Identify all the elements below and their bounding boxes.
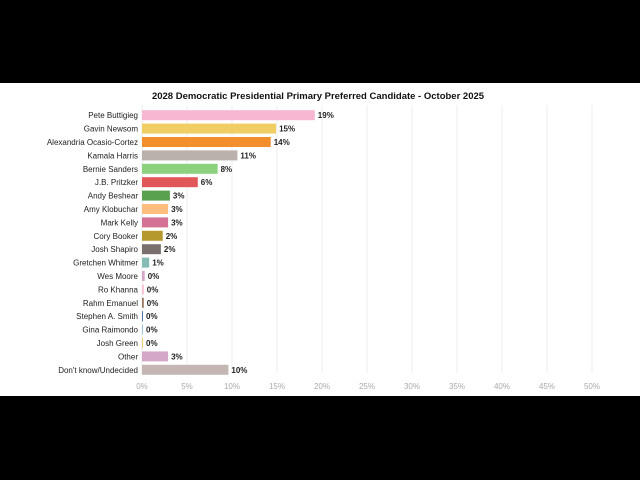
category-label: Rahm Emanuel <box>83 299 138 308</box>
bar <box>142 110 315 121</box>
category-label: Other <box>118 352 138 361</box>
bar <box>142 324 143 335</box>
category-label: Wes Moore <box>97 272 138 281</box>
category-label: Bernie Sanders <box>83 165 138 174</box>
bar <box>142 338 143 348</box>
bar-chart: 2028 Democratic Presidential Primary Pre… <box>47 91 600 391</box>
data-label: 0% <box>146 326 158 335</box>
x-tick-label: 30% <box>404 382 420 391</box>
category-label: Stephen A. Smith <box>76 312 138 321</box>
bar <box>142 137 271 147</box>
data-label: 8% <box>221 165 233 174</box>
x-tick-label: 50% <box>584 382 600 391</box>
value-labels: 19%15%14%11%8%6%3%3%3%2%2%1%0%0%0%0%0%0%… <box>146 111 334 375</box>
bar <box>142 230 163 241</box>
x-tick-label: 40% <box>494 382 510 391</box>
x-tick-label: 15% <box>269 382 285 391</box>
bar <box>142 204 169 214</box>
x-tick-label: 35% <box>449 382 465 391</box>
x-tick-label: 0% <box>136 382 148 391</box>
category-labels: Pete Buttigieg Gavin Newsom Alexandria Oca… <box>47 111 139 375</box>
data-label: 10% <box>231 366 247 375</box>
category-label: Pete Buttigieg <box>88 111 138 120</box>
data-label: 6% <box>201 178 213 187</box>
bar <box>142 271 145 281</box>
data-label: 2% <box>166 232 178 241</box>
category-label: Gavin Newsom <box>84 125 139 134</box>
category-label: Kamala Harris <box>87 151 138 160</box>
category-label: Mark Kelly <box>101 218 138 227</box>
category-label: Josh Green <box>97 339 138 348</box>
bar <box>142 177 198 188</box>
category-label: Josh Shapiro <box>91 245 138 254</box>
bar <box>142 190 170 201</box>
bar <box>142 163 218 174</box>
x-tick-label: 45% <box>539 382 555 391</box>
bar <box>142 311 143 322</box>
bar <box>142 244 161 255</box>
category-label: Gina Raimondo <box>82 326 138 335</box>
category-label: Alexandria Ocasio-Cortez <box>47 138 138 147</box>
data-label: 0% <box>146 339 158 348</box>
data-label: 15% <box>279 125 295 134</box>
data-label: 2% <box>164 245 176 254</box>
data-label: 0% <box>146 312 158 321</box>
category-label: Amy Klobuchar <box>84 205 139 214</box>
gridlines <box>141 105 593 373</box>
bar <box>142 257 150 268</box>
category-label: Ro Khanna <box>98 285 139 294</box>
data-label: 3% <box>173 192 185 201</box>
data-label: 3% <box>171 352 183 361</box>
x-tick-label: 20% <box>314 382 330 391</box>
x-tick-label: 5% <box>181 382 193 391</box>
category-label: J.B. Pritzker <box>95 178 138 187</box>
category-label: Gretchen Whitmer <box>73 259 138 268</box>
data-label: 3% <box>171 205 183 214</box>
bar <box>142 351 169 362</box>
bars <box>142 110 315 375</box>
chart-title: 2028 Democratic Presidential Primary Pre… <box>152 91 485 102</box>
data-label: 0% <box>147 285 159 294</box>
x-tick-label: 25% <box>359 382 375 391</box>
category-label: Don't know/Undecided <box>58 366 138 375</box>
data-label: 0% <box>148 272 160 281</box>
x-axis-ticks: 0% 5% 10% 15% 20% 25% 30% 35% 40% 45% 50% <box>136 382 600 391</box>
bar <box>142 123 277 134</box>
bar <box>142 150 238 161</box>
data-label: 1% <box>152 259 164 268</box>
data-label: 14% <box>274 138 290 147</box>
data-label: 11% <box>240 151 256 160</box>
data-label: 0% <box>147 299 159 308</box>
category-label: Cory Booker <box>94 232 139 241</box>
data-label: 3% <box>171 218 183 227</box>
chart-panel: 2028 Democratic Presidential Primary Pre… <box>0 83 640 396</box>
bar <box>142 217 169 228</box>
bar <box>142 284 144 295</box>
data-label: 19% <box>318 111 334 120</box>
category-label: Andy Beshear <box>88 192 139 201</box>
bar <box>142 297 144 308</box>
bar <box>142 364 229 375</box>
x-tick-label: 10% <box>224 382 240 391</box>
